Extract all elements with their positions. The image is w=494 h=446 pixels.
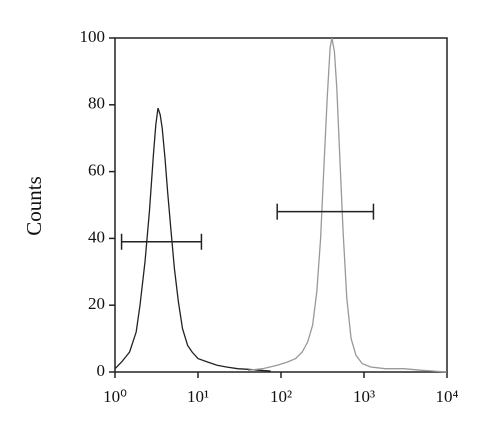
y-tick-label: 80 [88, 94, 105, 113]
x-tick-label: 10² [270, 387, 292, 406]
plot-frame [114, 37, 448, 373]
x-tick-label: 10³ [353, 387, 375, 406]
x-tick-label: 10¹ [187, 387, 209, 406]
y-tick-label: 20 [88, 294, 105, 313]
x-tick-label: 10⁴ [436, 387, 459, 406]
y-tick-label: 0 [97, 361, 106, 380]
y-tick-label: 40 [88, 227, 105, 246]
histogram-line [114, 107, 271, 372]
y-tick-label: 100 [80, 27, 106, 46]
histogram-line [247, 37, 448, 373]
y-axis-label: Counts [22, 176, 46, 236]
y-tick-label: 60 [88, 161, 105, 180]
x-tick-label: 10⁰ [103, 387, 127, 406]
